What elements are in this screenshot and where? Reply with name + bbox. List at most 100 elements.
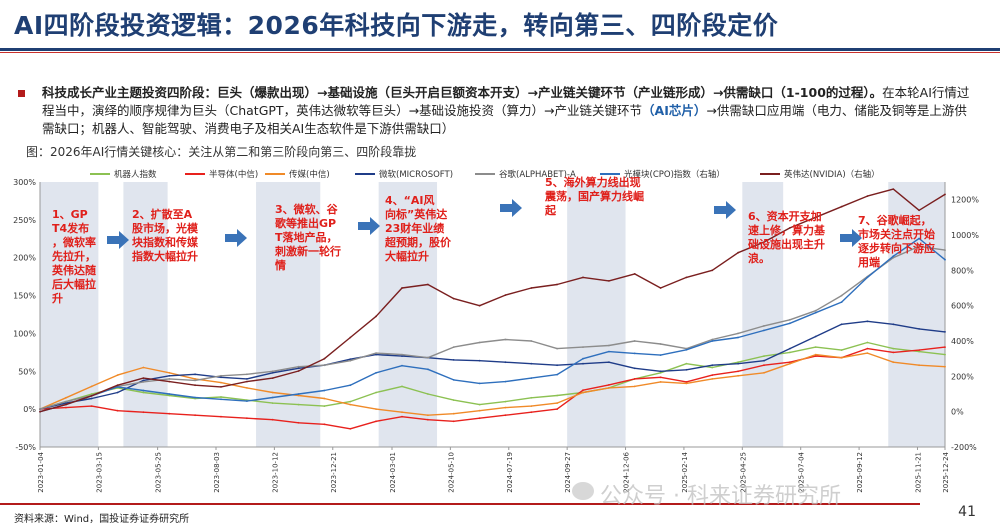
series-1-point bbox=[944, 353, 946, 356]
series-1-point bbox=[711, 366, 714, 369]
series-7-point bbox=[65, 403, 67, 406]
series-6-point bbox=[246, 400, 248, 402]
series-1-point bbox=[452, 399, 455, 401]
series-6-point bbox=[633, 352, 636, 355]
y-left-tick-label: 50% bbox=[18, 367, 36, 376]
series-6-point bbox=[168, 393, 171, 395]
series-2-point bbox=[504, 414, 507, 417]
x-tick-label: 2025-02-14 bbox=[681, 451, 689, 492]
series-3-point bbox=[530, 405, 533, 407]
x-tick-label: 2023-08-03 bbox=[213, 452, 221, 493]
series-4-point bbox=[220, 376, 222, 379]
series-5-point bbox=[582, 346, 584, 348]
series-2-point bbox=[401, 415, 403, 418]
series-2-point bbox=[582, 389, 584, 392]
figure-caption: 图：2026年AI行情关键核心：关注从第二和第三阶段向第三、四阶段靠拢 bbox=[26, 145, 417, 159]
annotation-2: 指数大幅拉升 bbox=[132, 249, 198, 263]
series-4-point bbox=[297, 367, 300, 370]
annotation-1: 升 bbox=[52, 291, 63, 305]
series-2-point bbox=[323, 423, 326, 426]
series-6-point bbox=[711, 340, 714, 342]
series-5-point bbox=[814, 309, 817, 312]
series-4-point bbox=[582, 362, 584, 365]
series-3-point bbox=[789, 362, 791, 365]
series-2-point bbox=[789, 361, 791, 364]
x-tick-label: 2025-11-21 bbox=[914, 452, 922, 493]
series-7-point bbox=[737, 251, 739, 254]
annotation-3: 刺激新一轮行 bbox=[274, 244, 341, 258]
series-5-point bbox=[271, 370, 274, 373]
series-7-point bbox=[918, 209, 920, 212]
series-7-point bbox=[323, 357, 326, 360]
series-3-point bbox=[142, 366, 145, 369]
annotation-1: T4发布 bbox=[52, 221, 89, 235]
arrow-icon bbox=[107, 231, 129, 249]
series-1-point bbox=[375, 391, 377, 394]
y-left-tick-label: -50% bbox=[15, 443, 36, 452]
series-3-point bbox=[814, 353, 817, 356]
series-2-point bbox=[685, 381, 688, 383]
y-left-tick-label: 300% bbox=[13, 178, 36, 187]
series-2-point bbox=[478, 417, 481, 420]
series-1-point bbox=[685, 362, 688, 365]
series-line-5 bbox=[39, 245, 946, 410]
annotation-7: 逐步转向下游应 bbox=[858, 241, 935, 255]
series-3-point bbox=[711, 378, 714, 380]
annotation-1: 先拉升， bbox=[52, 249, 96, 263]
series-3-point bbox=[633, 385, 636, 388]
series-2-point bbox=[814, 355, 817, 357]
watermark-text: 公众号 · 科来证券研究所 bbox=[600, 484, 841, 509]
series-4-point bbox=[840, 323, 843, 326]
title-divider-accent bbox=[0, 52, 1000, 53]
series-5-point bbox=[452, 346, 455, 348]
series-line-1 bbox=[39, 341, 946, 410]
page-title: AI四阶段投资逻辑：2026年科技向下游走，转向第三、四阶段定价 bbox=[14, 11, 779, 40]
series-4-point bbox=[530, 362, 533, 365]
footer-divider bbox=[0, 503, 920, 505]
y-left-tick-label: 0% bbox=[23, 405, 36, 414]
series-3-point bbox=[168, 371, 171, 374]
shaded-period-5 bbox=[567, 182, 626, 447]
series-6-point bbox=[556, 373, 558, 376]
series-1-point bbox=[918, 350, 920, 353]
series-6-point bbox=[840, 301, 843, 303]
series-2-point bbox=[246, 417, 248, 420]
x-tick-label: 2025-04-25 bbox=[739, 452, 747, 493]
series-5-point bbox=[297, 365, 300, 368]
legend-label: 传媒(中信) bbox=[289, 169, 330, 180]
series-2-point bbox=[530, 411, 533, 414]
annotation-4: 大幅拉升 bbox=[385, 249, 429, 263]
series-6-point bbox=[763, 329, 765, 332]
series-1-point bbox=[478, 403, 481, 406]
series-6-point bbox=[530, 377, 533, 379]
annotation-6: 6、资本开支加 bbox=[748, 209, 822, 223]
bullet-marker-icon bbox=[18, 90, 25, 97]
annotation-3: 3、微软、谷 bbox=[275, 202, 339, 216]
series-2-point bbox=[633, 378, 636, 380]
series-7-point bbox=[349, 336, 352, 339]
series-7-point bbox=[297, 370, 300, 372]
series-7-point bbox=[763, 241, 765, 243]
series-1-point bbox=[530, 396, 533, 399]
series-2-point bbox=[168, 412, 171, 415]
series-3-point bbox=[763, 371, 765, 374]
series-6-point bbox=[892, 255, 895, 258]
legend-label: 谷歌(ALPHABET)-A bbox=[499, 169, 576, 180]
series-7-point bbox=[90, 394, 93, 397]
x-tick-label: 2023-05-25 bbox=[155, 452, 163, 493]
legend-label: 英伟达(NVIDIA)（右轴） bbox=[784, 169, 880, 180]
series-2-point bbox=[297, 421, 300, 424]
series-3-point bbox=[427, 414, 429, 417]
series-2-point bbox=[220, 415, 222, 418]
series-6-point bbox=[375, 371, 377, 374]
arrow-icon bbox=[358, 217, 380, 235]
series-6-point bbox=[323, 389, 326, 392]
series-3-point bbox=[608, 387, 610, 389]
series-5-point bbox=[918, 245, 920, 248]
series-7-point bbox=[194, 384, 197, 387]
series-4-point bbox=[944, 331, 946, 333]
x-tick-label: 2024-07-19 bbox=[506, 452, 514, 493]
series-7-point bbox=[556, 283, 558, 286]
title-divider bbox=[0, 48, 1000, 51]
series-3-point bbox=[452, 412, 455, 415]
